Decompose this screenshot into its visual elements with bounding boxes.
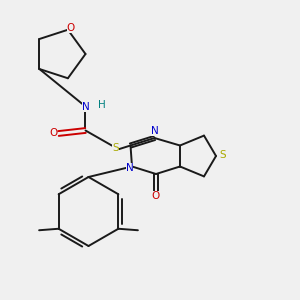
- Text: O: O: [49, 128, 57, 138]
- Text: O: O: [152, 191, 160, 201]
- Text: S: S: [112, 142, 119, 153]
- Text: S: S: [219, 150, 226, 161]
- Text: N: N: [126, 163, 134, 173]
- Text: N: N: [151, 126, 158, 136]
- Text: O: O: [67, 23, 75, 33]
- Text: N: N: [82, 101, 89, 112]
- Text: H: H: [98, 100, 106, 110]
